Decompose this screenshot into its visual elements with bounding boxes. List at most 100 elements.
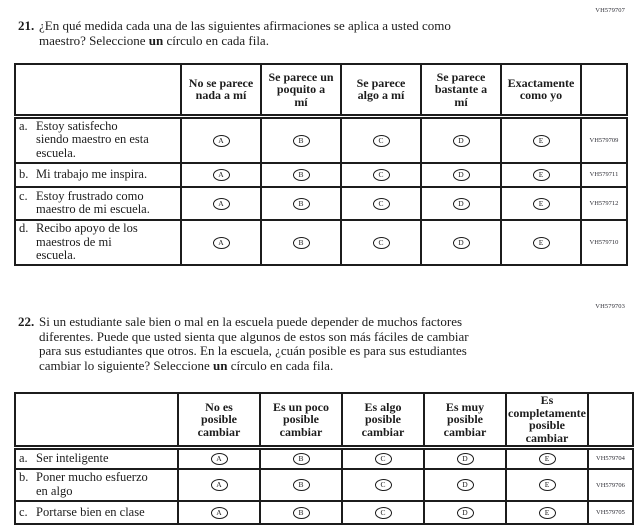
bubble-option-e[interactable]: E bbox=[538, 453, 556, 466]
bubble-option-b[interactable]: B bbox=[292, 453, 310, 466]
bubble-option-e[interactable]: E bbox=[532, 197, 550, 210]
q21-header-code-empty bbox=[580, 63, 628, 119]
q22-column-header-5: Es completamente posible cambiar bbox=[505, 392, 589, 450]
bubble-option-c[interactable]: C bbox=[372, 197, 390, 210]
bubble-option-b[interactable]: B bbox=[292, 236, 310, 249]
q22-row-c-option-cell: C bbox=[341, 500, 425, 525]
q22-row-c-option-cell: A bbox=[177, 500, 261, 525]
q21-row-d-option-cell: E bbox=[500, 218, 582, 267]
q21-row-b-stem: b. Mi trabajo me inspira. bbox=[14, 161, 182, 188]
bubble-option-d[interactable]: D bbox=[456, 506, 474, 519]
q21-column-header-5: Exactamente como yo bbox=[500, 63, 582, 119]
bubble-option-a[interactable]: A bbox=[212, 134, 230, 147]
bubble-option-a[interactable]: A bbox=[212, 236, 230, 249]
bubble-option-c[interactable]: C bbox=[374, 453, 392, 466]
bubble-option-c[interactable]: C bbox=[372, 169, 390, 182]
bubble-option-c[interactable]: C bbox=[372, 236, 390, 249]
bubble-option-c[interactable]: C bbox=[372, 134, 390, 147]
q21-column-header-1-label: No se parece nada a mí bbox=[188, 75, 254, 103]
row-text: Recibo apoyo de los maestros de mi escue… bbox=[36, 220, 138, 263]
q21-row-b-option-cell: C bbox=[340, 161, 422, 188]
q22-row-a-option-cell: E bbox=[505, 446, 589, 470]
q21-row-b-option-cell: D bbox=[420, 161, 502, 188]
q21-column-header-4: Se parece bastante a mí bbox=[420, 63, 502, 119]
bubble-option-d[interactable]: D bbox=[452, 197, 470, 210]
question-21-text-after: círculo en cada fila. bbox=[163, 32, 269, 48]
q22-column-header-4-label: Es muy posible cambiar bbox=[443, 399, 487, 439]
row-text: Mi trabajo me inspira. bbox=[36, 166, 148, 181]
q21-header-row: No se parece nada a mí Se parece un poqu… bbox=[14, 63, 628, 119]
bubble-option-a[interactable]: A bbox=[210, 506, 228, 519]
bubble-option-c[interactable]: C bbox=[374, 479, 392, 492]
question-21-number: 21. bbox=[18, 18, 35, 33]
row-letter: d. bbox=[19, 220, 29, 235]
bubble-option-b[interactable]: B bbox=[292, 169, 310, 182]
q21-row-d-option-cell: B bbox=[260, 218, 342, 267]
question-22-item-code: VH579703 bbox=[595, 303, 625, 310]
q22-column-header-4: Es muy posible cambiar bbox=[423, 392, 507, 450]
bubble-option-e[interactable]: E bbox=[532, 134, 550, 147]
q22-row-a: a. Ser inteligente A B C D E VH579704 bbox=[14, 446, 634, 470]
q21-row-b-option-cell: E bbox=[500, 161, 582, 188]
q21-row-a: a. Estoy satisfecho siendo maestro en est… bbox=[14, 115, 628, 164]
q22-column-header-2-label: Es un poco posible cambiar bbox=[272, 399, 330, 439]
q21-column-header-2: Se parece un poquito a mí bbox=[260, 63, 342, 119]
bubble-option-b[interactable]: B bbox=[292, 479, 310, 492]
q21-row-c-option-cell: C bbox=[340, 185, 422, 221]
bubble-option-d[interactable]: D bbox=[456, 479, 474, 492]
bubble-option-c[interactable]: C bbox=[374, 506, 392, 519]
q21-row-b-option-cell: A bbox=[180, 161, 262, 188]
q21-header-empty bbox=[14, 63, 182, 119]
bubble-option-d[interactable]: D bbox=[452, 236, 470, 249]
bubble-option-e[interactable]: E bbox=[532, 236, 550, 249]
q21-row-d-option-cell: D bbox=[420, 218, 502, 267]
row-text: Portarse bien en clase bbox=[36, 504, 145, 519]
bubble-option-d[interactable]: D bbox=[452, 169, 470, 182]
q21-row-c-option-cell: A bbox=[180, 185, 262, 221]
row-letter: c. bbox=[19, 188, 28, 203]
bubble-option-b[interactable]: B bbox=[292, 197, 310, 210]
question-22-text-after: círculo en cada fila. bbox=[227, 357, 334, 373]
bubble-option-e[interactable]: E bbox=[532, 169, 550, 182]
bubble-option-e[interactable]: E bbox=[538, 479, 556, 492]
bubble-option-d[interactable]: D bbox=[456, 453, 474, 466]
q21-row-a-option-cell: E bbox=[500, 115, 582, 164]
q22-header-empty bbox=[14, 392, 179, 450]
bubble-option-b[interactable]: B bbox=[292, 134, 310, 147]
q21-column-header-3: Se parece algo a mí bbox=[340, 63, 422, 119]
bubble-option-a[interactable]: A bbox=[212, 197, 230, 210]
q21-row-c: c. Estoy frustrado como maestro de mi esc… bbox=[14, 185, 628, 221]
bubble-option-a[interactable]: A bbox=[210, 479, 228, 492]
q22-row-c-option-cell: B bbox=[259, 500, 343, 525]
bubble-option-d[interactable]: D bbox=[452, 134, 470, 147]
question-22-table: No es posible cambiar Es un poco posible… bbox=[14, 392, 634, 525]
row-text: Ser inteligente bbox=[36, 450, 109, 465]
q21-row-c-option-cell: E bbox=[500, 185, 582, 221]
q22-column-header-5-label: Es completamente posible cambiar bbox=[508, 393, 586, 445]
q21-column-header-5-label: Exactamente como yo bbox=[507, 75, 575, 103]
q21-row-a-item-code: VH579709 bbox=[580, 115, 628, 164]
question-21-text-bold: un bbox=[148, 32, 164, 48]
bubble-option-e[interactable]: E bbox=[538, 506, 556, 519]
bubble-option-a[interactable]: A bbox=[212, 169, 230, 182]
bubble-option-a[interactable]: A bbox=[210, 453, 228, 466]
q21-row-c-item-code: VH579712 bbox=[580, 185, 628, 221]
q22-row-a-option-cell: B bbox=[259, 446, 343, 470]
q22-row-c-stem: c. Portarse bien en clase bbox=[14, 500, 179, 525]
q21-column-header-4-label: Se parece bastante a mí bbox=[434, 69, 488, 109]
row-letter: a. bbox=[19, 118, 28, 133]
q21-row-d: d. Recibo apoyo de los maestros de mi esc… bbox=[14, 218, 628, 267]
question-21-text: ¿En qué medida cada una de las siguiente… bbox=[39, 18, 451, 48]
q22-row-a-item-code: VH579704 bbox=[587, 446, 634, 470]
q22-column-header-3: Es algo posible cambiar bbox=[341, 392, 425, 450]
q22-row-c-option-cell: E bbox=[505, 500, 589, 525]
q22-header-row: No es posible cambiar Es un poco posible… bbox=[14, 392, 634, 450]
q22-row-b-option-cell: D bbox=[423, 468, 507, 502]
question-21-prompt: 21. ¿En qué medida cada una de las sigui… bbox=[18, 18, 583, 48]
q21-column-header-2-label: Se parece un poquito a mí bbox=[268, 69, 334, 109]
bubble-option-b[interactable]: B bbox=[292, 506, 310, 519]
q22-row-b-option-cell: C bbox=[341, 468, 425, 502]
q22-row-a-option-cell: C bbox=[341, 446, 425, 470]
question-21-table: No se parece nada a mí Se parece un poqu… bbox=[14, 63, 628, 267]
q22-row-b-item-code: VH579706 bbox=[587, 468, 634, 502]
